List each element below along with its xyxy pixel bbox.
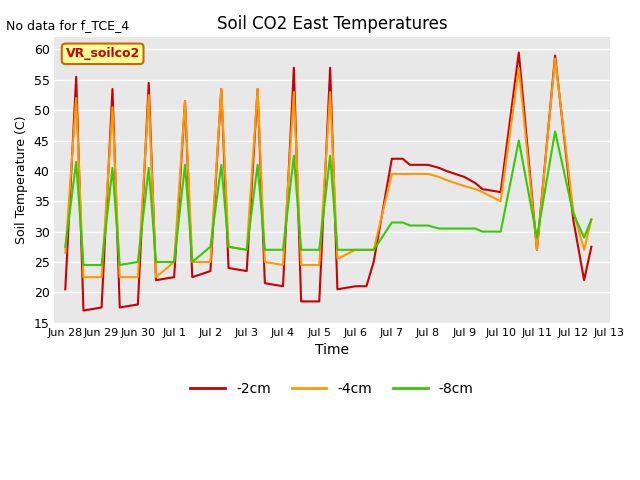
Text: VR_soilco2: VR_soilco2 [65, 48, 140, 60]
Title: Soil CO2 East Temperatures: Soil CO2 East Temperatures [217, 15, 447, 33]
Text: No data for f_TCE_4: No data for f_TCE_4 [6, 19, 129, 32]
X-axis label: Time: Time [315, 343, 349, 357]
Legend: -2cm, -4cm, -8cm: -2cm, -4cm, -8cm [184, 376, 479, 401]
Y-axis label: Soil Temperature (C): Soil Temperature (C) [15, 116, 28, 244]
